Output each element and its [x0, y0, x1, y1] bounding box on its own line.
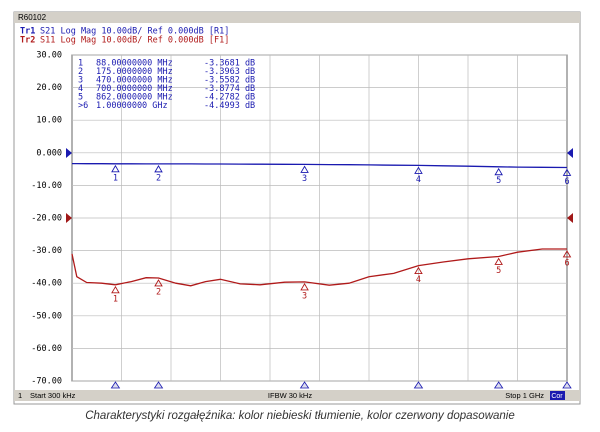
marker-tag: 2	[156, 287, 161, 297]
marker-tag: 3	[302, 174, 307, 184]
trace-id: Tr1	[20, 27, 35, 37]
marker-freq: 88.00000000 MHz	[96, 59, 173, 69]
marker-freq: 470.0000000 MHz	[96, 76, 173, 86]
marker-freq: 862.0000000 MHz	[96, 93, 173, 103]
y-tick-label: -40.00	[31, 279, 62, 289]
marker-tag: 2	[156, 173, 161, 183]
channel: 1	[18, 391, 22, 400]
y-tick-label: 10.00	[36, 116, 62, 126]
y-tick-label: -30.00	[31, 246, 62, 256]
y-tick-label: -20.00	[31, 214, 62, 224]
marker-id: 4	[78, 84, 83, 94]
y-tick-label: 0.000	[36, 148, 62, 158]
marker-id: 3	[78, 76, 83, 86]
axis-marker	[562, 381, 572, 389]
axis-marker	[110, 381, 121, 389]
marker-id: 1	[78, 59, 83, 69]
marker-tag: 3	[302, 291, 307, 301]
ref-arrow-tr1	[66, 148, 72, 158]
trace-id: Tr2	[20, 36, 35, 46]
marker-tag: 6	[564, 258, 569, 268]
marker-tr2	[494, 257, 503, 265]
marker-tr2	[562, 250, 572, 258]
marker-tr1	[562, 168, 572, 176]
marker-tr2	[414, 266, 423, 275]
marker-tag: 1	[113, 173, 118, 183]
ref-arrow-tr2-right	[567, 213, 573, 223]
marker-tr2	[111, 285, 120, 294]
ifbw-label: IFBW 30 kHz	[268, 391, 312, 400]
instrument-title: R60102	[18, 13, 47, 22]
marker-tr1	[414, 166, 423, 174]
marker-tag: 4	[416, 175, 421, 185]
y-tick-label: 20.00	[36, 83, 62, 93]
y-tick-label: -60.00	[31, 344, 62, 354]
marker-value: -3.3963 dB	[204, 67, 255, 77]
trace-line	[71, 248, 567, 287]
status-bar	[14, 390, 580, 401]
marker-tag: 4	[416, 275, 421, 285]
marker-tag: 5	[496, 176, 501, 186]
axis-marker	[493, 381, 504, 389]
stop-label: Stop 1 GHz	[505, 391, 544, 400]
y-tick-label: -70.00	[31, 377, 62, 387]
trace-line	[72, 162, 568, 169]
marker-tr1	[300, 165, 309, 173]
axis-marker	[299, 381, 310, 389]
marker-id: 5	[78, 93, 83, 103]
marker-value: -3.8774 dB	[204, 84, 255, 94]
y-tick-label: 30.00	[36, 51, 62, 61]
y-tick-label: -10.00	[31, 181, 62, 191]
marker-freq: 700.0000000 MHz	[96, 84, 173, 94]
cor-label: Cor	[551, 393, 563, 400]
marker-id: >6	[78, 101, 88, 111]
marker-tr2	[154, 279, 163, 287]
cor-box	[550, 391, 565, 400]
marker-tr1	[494, 167, 503, 176]
marker-tr1	[111, 164, 120, 173]
marker-freq: 175.0000000 MHz	[96, 67, 173, 77]
marker-id: 2	[78, 67, 83, 77]
ref-arrow-tr2	[66, 213, 72, 223]
trace-header: S21 Log Mag 10.00dB/ Ref 0.000dB [R1]	[40, 27, 229, 37]
marker-freq: 1.00000000 GHz	[96, 101, 168, 111]
marker-value: -3.3681 dB	[204, 59, 255, 69]
axis-marker	[413, 381, 424, 389]
title-bar	[14, 12, 580, 23]
marker-value: -4.2782 dB	[204, 93, 255, 103]
trace-header: S11 Log Mag 10.00dB/ Ref 0.000dB [F1]	[40, 36, 229, 46]
caption: Charakterystyki rozgałęźnika: kolor nieb…	[85, 410, 515, 422]
marker-tag: 6	[564, 177, 569, 187]
marker-tr1	[154, 164, 163, 173]
marker-tag: 5	[496, 266, 501, 276]
marker-tag: 1	[113, 294, 118, 304]
marker-value: -4.4993 dB	[204, 101, 255, 111]
axis-marker	[153, 381, 164, 389]
y-tick-label: -50.00	[31, 311, 62, 321]
start-label: Start 300 kHz	[30, 391, 76, 400]
marker-value: -3.5582 dB	[204, 76, 255, 86]
marker-tr2	[300, 283, 309, 291]
ref-arrow-tr1-right	[567, 148, 573, 158]
